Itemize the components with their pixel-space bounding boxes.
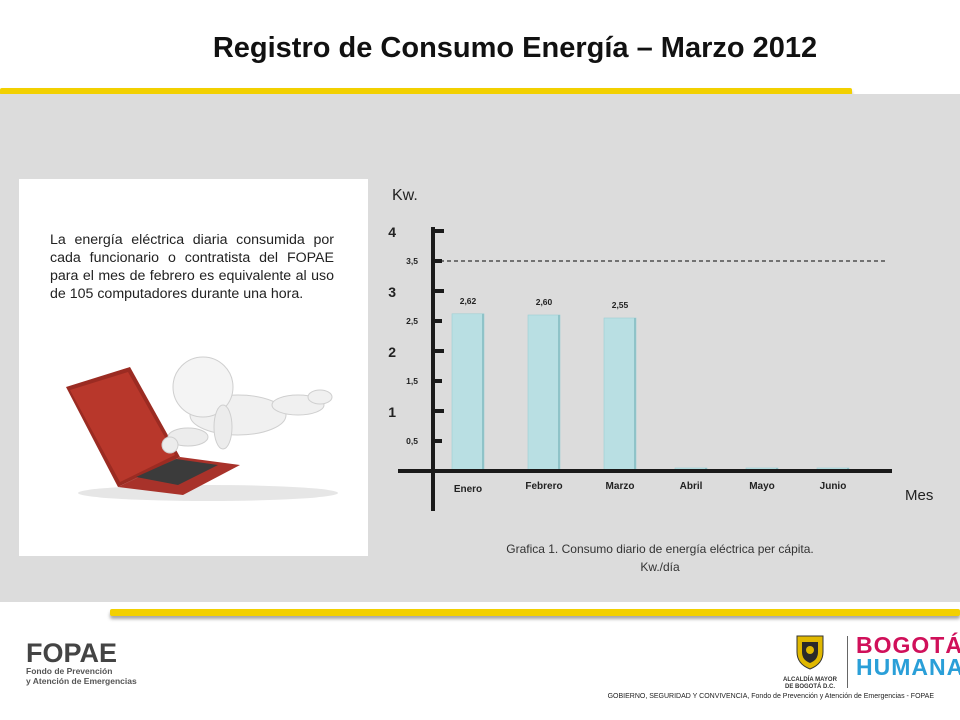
y-minor-tick-label: 1,5 <box>406 376 418 386</box>
y-major-tick-label: 3 <box>388 284 396 300</box>
x-category-label: Marzo <box>606 481 635 492</box>
y-major-tick-label: 1 <box>388 404 396 420</box>
bar-marzo <box>603 317 637 472</box>
bogota-logo-line-1: BOGOTÁ <box>856 632 960 658</box>
logo-divider <box>847 636 848 688</box>
bar-shadow <box>482 313 484 471</box>
y-minor-tick-label: 2,5 <box>406 316 418 326</box>
bogota-humana-logo: BOGOTÁ HUMANA <box>856 632 960 680</box>
data-label: 2,62 <box>460 296 477 306</box>
x-category-label: Abril <box>680 481 703 492</box>
fopae-logo-subtitle-1: Fondo de Prevención <box>26 666 113 676</box>
bar-shadow <box>558 315 560 471</box>
coat-of-arms-icon <box>796 635 824 670</box>
data-label: 2,60 <box>536 297 553 307</box>
bottom-divider-line <box>110 609 960 616</box>
alcaldia-logo: ALCALDÍA MAYOR DE BOGOTÁ D.C. <box>778 634 842 691</box>
y-minor-tick-label: 3,5 <box>406 256 418 266</box>
y-major-tick-label: 4 <box>388 224 396 240</box>
fopae-logo-subtitle-2: y Atención de Emergencias <box>26 676 137 686</box>
x-category-label: Enero <box>454 484 482 495</box>
laptop-figure-illustration <box>66 356 338 501</box>
footer-note: GOBIERNO, SEGURIDAD Y CONVIVENCIA, Fondo… <box>607 693 934 700</box>
chart-caption-line-2: Kw./día <box>640 560 680 574</box>
y-axis-label: Kw. <box>392 187 418 204</box>
x-category-label: Junio <box>820 481 847 492</box>
fopae-logo: FOPAE Fondo de Prevención y Atención de … <box>26 638 137 687</box>
bar-enero <box>451 313 485 472</box>
y-major-tick-label: 2 <box>388 344 396 360</box>
fopae-logo-name: FOPAE <box>26 638 118 668</box>
x-axis-label: Mes <box>905 487 933 504</box>
title-underline <box>0 88 852 95</box>
chart-caption-line-1: Grafica 1. Consumo diario de energía elé… <box>506 542 814 556</box>
alcaldia-line-2: DE BOGOTÁ D.C. <box>784 684 835 690</box>
alcaldia-line-1: ALCALDÍA MAYOR <box>783 677 837 683</box>
x-category-label: Mayo <box>749 481 775 492</box>
data-label: 2,55 <box>612 300 629 310</box>
x-category-label: Febrero <box>525 481 562 492</box>
bar-chart: Kw. Mes 1 2 3 4 0,5 1,5 2,5 3,5 2,62 Enero 2,60 Fe… <box>388 187 933 574</box>
bar-febrero <box>527 314 561 472</box>
bar-shadow <box>634 318 636 471</box>
y-minor-tick-label: 0,5 <box>406 436 418 446</box>
info-card-text: La energía eléctrica diaria consumida po… <box>50 232 334 302</box>
bogota-logo-line-2: HUMANA <box>856 654 960 680</box>
page-title: Registro de Consumo Energía – Marzo 2012 <box>212 32 818 64</box>
